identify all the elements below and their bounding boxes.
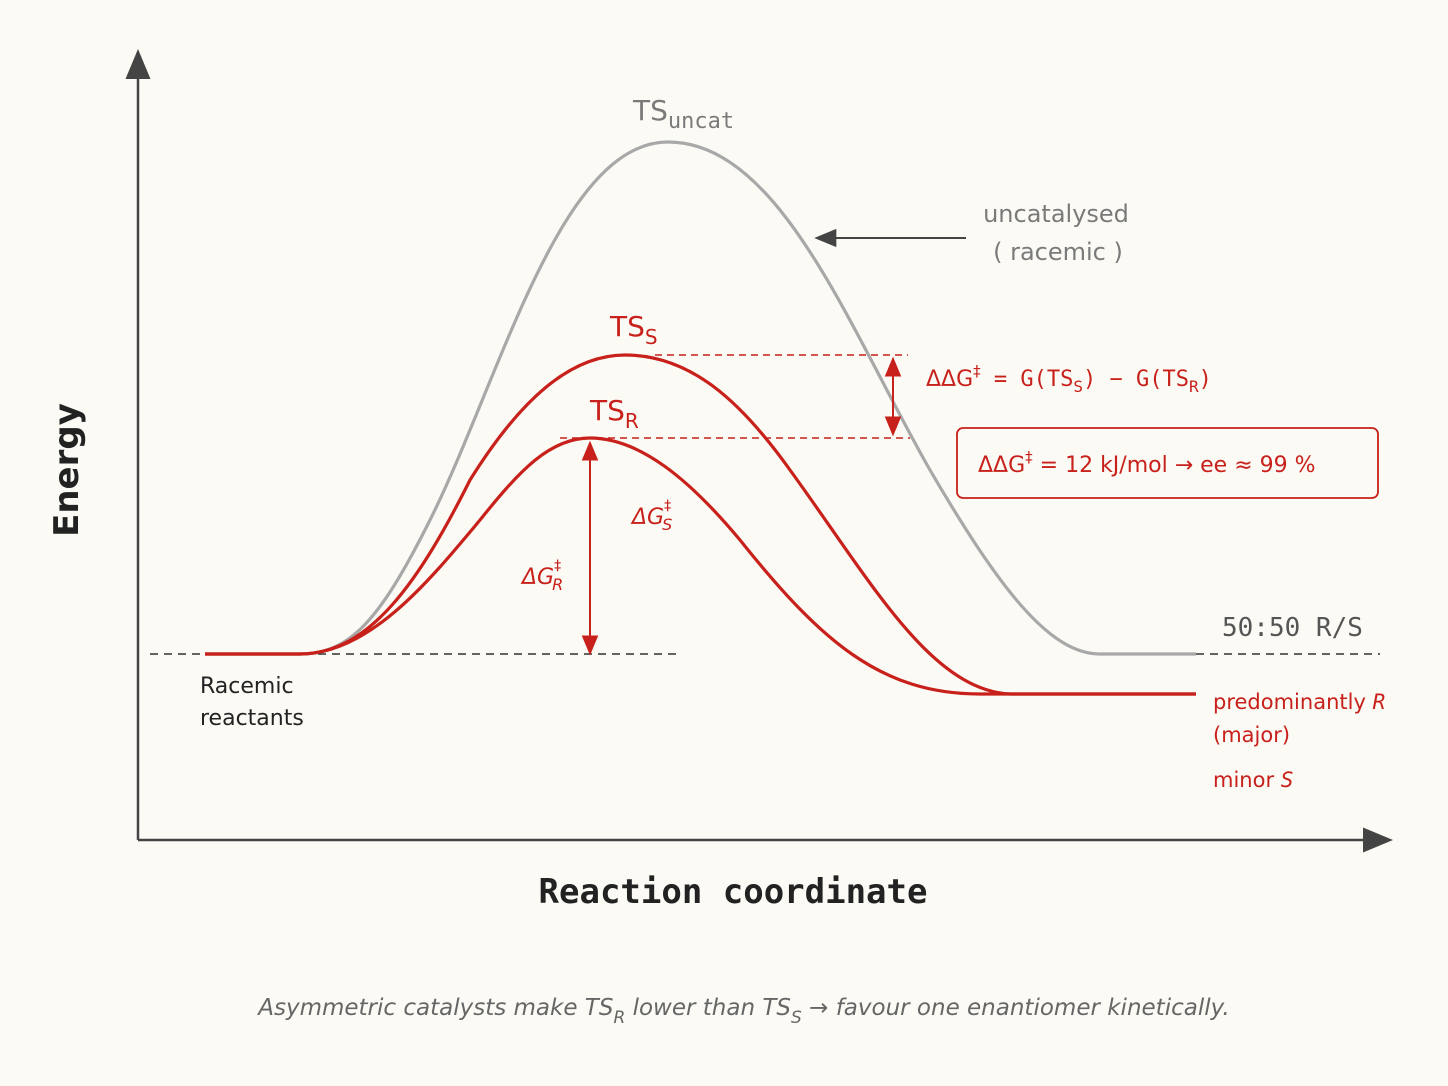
uncat-annotation-line1: uncatalysed: [983, 200, 1129, 228]
major-product-line2: (major): [1213, 723, 1290, 747]
racemic-product-label: 50:50 R/S: [1222, 613, 1363, 643]
ts-r-curve: [205, 436, 1196, 696]
ddg-result-text: ΔΔG‡ = 12 kJ/mol → ee ≈ 99 %: [978, 448, 1316, 478]
reactants-label-line1: Racemic: [200, 674, 294, 699]
uncat-annotation-line2: ( racemic ): [993, 238, 1123, 266]
dg-r-label: ΔG‡ R: [520, 558, 563, 594]
ddg-result-box: [956, 427, 1379, 499]
ts-s-label: TSS: [609, 310, 658, 349]
ts-r-label: TSR: [589, 394, 639, 433]
major-product-line1: predominantly R: [1213, 690, 1385, 714]
minor-product-label: minor S: [1213, 768, 1293, 792]
x-axis-label: Reaction coordinate: [539, 872, 928, 912]
caption: Asymmetric catalysts make TSR lower than…: [256, 995, 1230, 1028]
y-axis-label: Energy: [47, 403, 87, 537]
reactants-label-line2: reactants: [200, 706, 304, 731]
ts-s-curve: [205, 353, 1196, 696]
dg-s-label: ΔG‡ S: [630, 498, 672, 534]
uncatalysed-curve: [205, 140, 1196, 656]
ddg-equation: ΔΔG‡ = G(TSS) − G(TSR): [926, 362, 1212, 396]
ts-uncat-label: TSuncat: [632, 94, 734, 134]
